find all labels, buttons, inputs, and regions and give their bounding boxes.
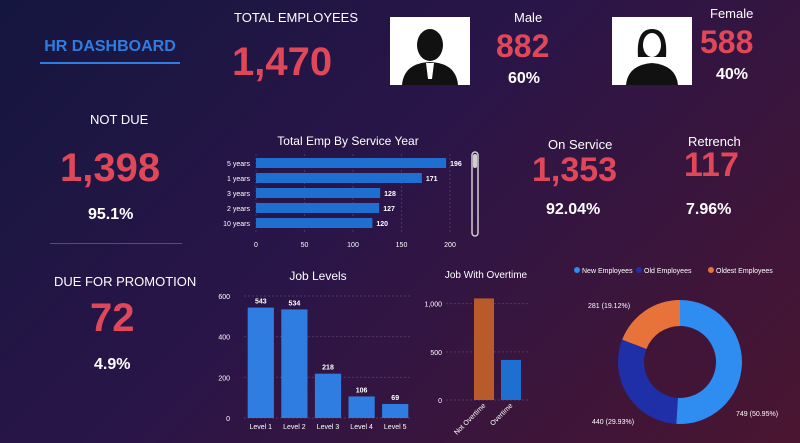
retrench-value: 117	[684, 146, 739, 184]
service-year-x-tick: 200	[444, 242, 456, 249]
donut-legend-swatch	[574, 267, 580, 273]
donut-slice	[676, 300, 743, 424]
male-pct: 60%	[508, 70, 541, 87]
service-year-data-label: 120	[376, 221, 388, 228]
job-levels-y-tick: 0	[226, 416, 230, 423]
overtime-category-label: Not Overtime	[453, 402, 487, 436]
overtime-bar	[474, 298, 494, 400]
not-due-value: 1,398	[60, 146, 161, 190]
service-year-bar	[256, 203, 380, 213]
donut-legend-label: Old Employees	[644, 268, 692, 275]
donut-legend-swatch	[708, 267, 714, 273]
job-levels-bar	[382, 403, 409, 418]
male-avatar-icon	[402, 29, 458, 85]
job-levels-data-label: 218	[322, 365, 334, 372]
job-levels-y-tick: 200	[218, 375, 230, 382]
service-year-bar	[256, 173, 422, 183]
service-year-chart-title: Total Emp By Service Year	[277, 134, 418, 148]
male-avatar-card	[390, 17, 470, 85]
female-label: Female	[710, 6, 754, 21]
service-year-category-label: 10 years	[223, 221, 250, 228]
service-year-x-tick: 0	[254, 242, 258, 249]
donut-data-label: 440 (29.93%)	[592, 419, 634, 426]
job-levels-category-label: Level 5	[384, 424, 407, 431]
job-levels-bar	[247, 307, 274, 418]
service-year-scroll-thumb[interactable]	[473, 154, 477, 168]
job-levels-data-label: 106	[356, 387, 368, 394]
job-levels-chart-title: Job Levels	[289, 269, 346, 283]
service-year-chart: Total Emp By Service Year 0 50 100 150 200 5 …	[223, 134, 479, 249]
due-promotion-value: 72	[90, 296, 135, 340]
service-year-category-label: 3 years	[227, 191, 250, 198]
service-year-x-tick: 100	[347, 242, 359, 249]
job-levels-category-label: Level 1	[250, 424, 273, 431]
service-year-category-label: 5 years	[227, 161, 250, 168]
female-avatar-card	[612, 17, 692, 85]
not-due-label: NOT DUE	[90, 112, 149, 127]
overtime-chart: Job With Overtime 0 500 1,000 Not Overtime O…	[424, 270, 530, 437]
female-value: 588	[700, 24, 754, 60]
total-employees-label: TOTAL EMPLOYEES	[234, 10, 359, 25]
service-year-bar	[256, 218, 373, 228]
overtime-y-tick: 0	[438, 398, 442, 405]
male-label: Male	[514, 10, 543, 25]
service-year-data-label: 171	[426, 176, 438, 183]
overtime-category-label: Overtime	[489, 402, 514, 427]
service-year-data-label: 127	[383, 206, 395, 213]
service-year-scrollbar[interactable]	[471, 151, 479, 237]
on-service-value: 1,353	[532, 151, 618, 189]
job-levels-bar	[314, 373, 342, 418]
service-year-data-label: 196	[450, 161, 462, 168]
not-due-pct: 95.1%	[88, 206, 134, 223]
job-levels-bar	[348, 396, 375, 418]
overtime-y-tick: 500	[430, 350, 442, 357]
job-levels-data-label: 543	[255, 299, 267, 306]
total-employees-value: 1,470	[232, 40, 333, 84]
donut-data-label: 281 (19.12%)	[588, 303, 630, 310]
divider	[50, 243, 182, 244]
overtime-y-tick: 1,000	[424, 302, 442, 309]
job-levels-category-label: Level 2	[283, 424, 306, 431]
job-levels-chart: Job Levels 0 200 400 600 543 Level 1 534 Level …	[218, 269, 412, 431]
female-avatar-icon	[626, 29, 678, 85]
retrench-pct: 7.96%	[686, 201, 732, 218]
page-title: HR DASHBOARD	[40, 38, 180, 64]
female-pct: 40%	[716, 66, 749, 83]
overtime-chart-title: Job With Overtime	[445, 270, 528, 281]
job-levels-y-tick: 400	[218, 335, 230, 342]
service-year-data-label: 128	[384, 191, 396, 198]
job-levels-data-label: 69	[391, 395, 399, 402]
male-value: 882	[496, 28, 550, 64]
service-year-bar	[256, 188, 381, 198]
service-year-category-label: 1 years	[227, 176, 250, 183]
job-levels-y-tick: 600	[218, 294, 230, 301]
due-promotion-label: DUE FOR PROMOTION	[54, 274, 197, 289]
job-levels-data-label: 534	[289, 300, 301, 307]
on-service-pct: 92.04%	[546, 201, 601, 218]
donut-slice	[618, 339, 678, 424]
donut-legend-label: New Employees	[582, 268, 633, 275]
due-promotion-pct: 4.9%	[94, 356, 131, 373]
employee-tenure-donut: New Employees Old Employees Oldest Employe…	[574, 267, 778, 426]
donut-slice	[622, 300, 680, 349]
service-year-x-tick: 150	[396, 242, 408, 249]
job-levels-category-label: Level 3	[317, 424, 340, 431]
job-levels-category-label: Level 4	[350, 424, 373, 431]
job-levels-bar	[281, 309, 308, 418]
service-year-x-tick: 50	[301, 242, 309, 249]
overtime-bar	[501, 359, 521, 400]
donut-legend-swatch	[636, 267, 642, 273]
service-year-category-label: 2 years	[227, 206, 250, 213]
service-year-bar	[256, 158, 447, 168]
on-service-label: On Service	[548, 137, 613, 152]
retrench-label: Retrench	[688, 134, 741, 149]
donut-legend-label: Oldest Employees	[716, 268, 773, 275]
donut-data-label: 749 (50.95%)	[736, 411, 778, 418]
